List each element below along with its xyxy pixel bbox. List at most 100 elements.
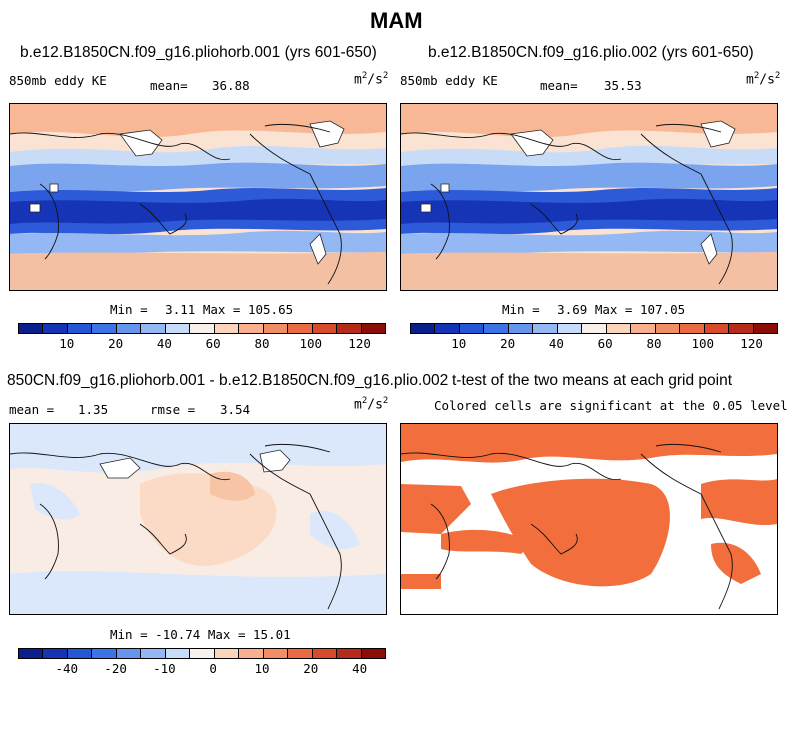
colorbar-swatch bbox=[337, 649, 362, 658]
map-bl-svg bbox=[10, 424, 386, 614]
panel-bl-rmse-value: 3.54 bbox=[220, 402, 251, 417]
colorbar-tick-label: -20 bbox=[104, 661, 127, 676]
colorbar-swatch bbox=[67, 649, 93, 658]
panel-tl-title: b.e12.B1850CN.f09_g16.pliohorb.001 (yrs … bbox=[20, 44, 377, 61]
units-exp: 2 bbox=[753, 71, 760, 81]
panel-tr-minmax: Min = 3.69 Max = 107.05 bbox=[502, 302, 685, 317]
colorbar-tick-label: 60 bbox=[205, 336, 221, 351]
colorbar-swatch bbox=[19, 324, 44, 333]
colorbar-tick-label: 10 bbox=[59, 336, 75, 351]
colorbar-swatch bbox=[288, 649, 313, 658]
colorbar-swatch bbox=[239, 649, 264, 658]
panel-bl-units: m2/s2 bbox=[354, 396, 388, 412]
panel-tl-min-label: Min = bbox=[110, 302, 148, 317]
panel-tl-units: m2/s2 bbox=[354, 71, 388, 87]
panel-tr-max-label: Max = bbox=[594, 302, 633, 317]
colorbar-swatch bbox=[753, 324, 778, 333]
colorbar-tick-label: 20 bbox=[303, 661, 319, 676]
colorbar-swatch bbox=[214, 649, 240, 658]
colorbar-bl bbox=[18, 648, 386, 659]
colorbar-swatch bbox=[190, 649, 215, 658]
panel-bl-rmse-label: rmse = bbox=[150, 402, 196, 417]
units-m: m bbox=[354, 397, 362, 413]
figure-title: MAM bbox=[370, 8, 423, 33]
colorbar-swatch bbox=[263, 649, 289, 658]
panel-tr-mean-value: 35.53 bbox=[604, 78, 642, 93]
panel-bl-min-value: -10.74 bbox=[155, 627, 201, 642]
panel-tl-field: 850mb eddy KE bbox=[9, 73, 107, 88]
map-br-svg bbox=[401, 424, 777, 614]
units-s: /s bbox=[367, 72, 383, 88]
panel-bl-max-value: 15.01 bbox=[253, 627, 291, 642]
units-m: m bbox=[746, 72, 754, 88]
panel-tl-mean-label: mean= bbox=[150, 78, 188, 93]
colorbar-tick-label: -10 bbox=[153, 661, 176, 676]
panel-bl-max-label: Max = bbox=[207, 627, 246, 642]
colorbar-tick-label: -40 bbox=[55, 661, 79, 676]
panel-tl-minmax: Min = 3.11 Max = 105.65 bbox=[110, 302, 293, 317]
map-tr-svg bbox=[401, 104, 777, 290]
map-tl-svg bbox=[10, 104, 386, 290]
colorbar-tick-label: 0 bbox=[209, 661, 217, 676]
colorbar-swatch bbox=[557, 324, 583, 333]
colorbar-tr bbox=[410, 323, 778, 334]
panel-bl-min-label: Min = bbox=[110, 627, 148, 642]
panel-tl-max-value: 105.65 bbox=[247, 302, 294, 317]
colorbar-tr-ticks: 10 20 40 60 80 100 120 bbox=[410, 336, 776, 352]
colorbar-swatch bbox=[165, 324, 191, 333]
panel-tl-min-value: 3.11 bbox=[165, 302, 196, 317]
colorbar-tick-label: 120 bbox=[348, 336, 371, 351]
colorbar-swatch bbox=[606, 324, 632, 333]
map-tl bbox=[9, 103, 387, 291]
colorbar-swatch bbox=[239, 324, 264, 333]
colorbar-swatch bbox=[19, 649, 44, 658]
colorbar-swatch bbox=[655, 324, 681, 333]
colorbar-tick-label: 20 bbox=[500, 336, 516, 351]
colorbar-swatch bbox=[43, 649, 68, 658]
colorbar-swatch bbox=[484, 324, 509, 333]
colorbar-bl-ticks: -40 -20 -10 0 10 20 40 bbox=[18, 661, 384, 677]
colorbar-swatch bbox=[116, 324, 142, 333]
colorbar-swatch bbox=[288, 324, 313, 333]
colorbar-swatch bbox=[214, 324, 240, 333]
colorbar-tick-label: 20 bbox=[108, 336, 124, 351]
panel-br-subtitle: Colored cells are significant at the 0.0… bbox=[434, 398, 788, 413]
colorbar-tick-label: 80 bbox=[646, 336, 662, 351]
colorbar-tick-label: 120 bbox=[740, 336, 763, 351]
colorbar-tick-label: 40 bbox=[548, 336, 564, 351]
colorbar-swatch bbox=[43, 324, 68, 333]
colorbar-tick-label: 60 bbox=[597, 336, 613, 351]
colorbar-tick-label: 10 bbox=[451, 336, 467, 351]
colorbar-swatch bbox=[680, 324, 705, 333]
colorbar-tick-label: 40 bbox=[352, 661, 368, 676]
units-s: /s bbox=[759, 72, 775, 88]
colorbar-swatch bbox=[361, 649, 386, 658]
colorbar-swatch bbox=[582, 324, 607, 333]
units-exp: 2 bbox=[361, 396, 368, 406]
panel-tl-max-label: Max = bbox=[202, 302, 241, 317]
panel-tr-title: b.e12.B1850CN.f09_g16.plio.002 (yrs 601-… bbox=[428, 44, 754, 61]
panel-tr-min-label: Min = bbox=[502, 302, 540, 317]
colorbar-swatch bbox=[459, 324, 485, 333]
units-s: /s bbox=[367, 397, 383, 413]
colorbar-swatch bbox=[411, 324, 436, 333]
panel-br-title: t-test of the two means at each grid poi… bbox=[452, 372, 733, 389]
colorbar-swatch bbox=[190, 324, 215, 333]
panel-tr-min-value: 3.69 bbox=[557, 302, 588, 317]
panel-tr-mean-label: mean= bbox=[540, 78, 578, 93]
colorbar-tick-label: 10 bbox=[254, 661, 270, 676]
colorbar-swatch bbox=[263, 324, 289, 333]
colorbar-swatch bbox=[141, 649, 166, 658]
panel-bl-title: 850CN.f09_g16.pliohorb.001 - b.e12.B1850… bbox=[7, 372, 449, 389]
colorbar-swatch bbox=[508, 324, 534, 333]
colorbar-swatch bbox=[141, 324, 166, 333]
colorbar-swatch bbox=[729, 324, 754, 333]
colorbar-swatch bbox=[92, 649, 117, 658]
colorbar-tick-label: 40 bbox=[156, 336, 172, 351]
units-exp2: 2 bbox=[382, 396, 389, 406]
panel-tr-units: m2/s2 bbox=[746, 71, 780, 87]
colorbar-swatch bbox=[435, 324, 460, 333]
colorbar-swatch bbox=[92, 324, 117, 333]
panel-bl-mean-value: 1.35 bbox=[78, 402, 109, 417]
panel-tr-max-value: 107.05 bbox=[639, 302, 686, 317]
